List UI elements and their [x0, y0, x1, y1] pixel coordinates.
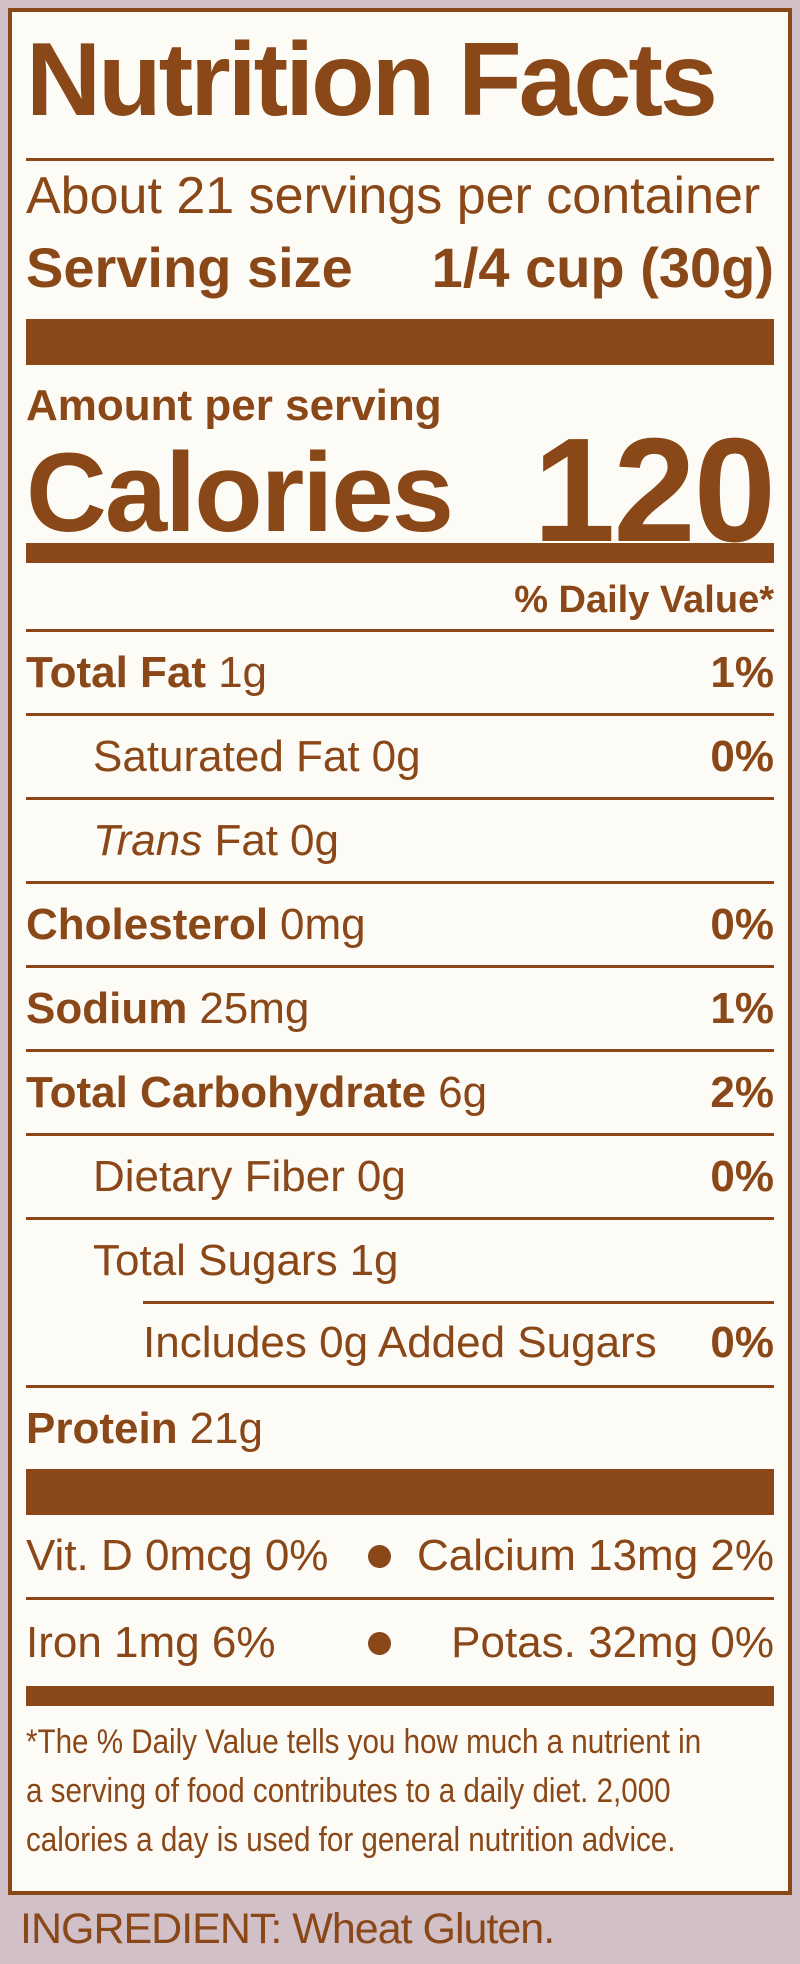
- nutrient-name: Trans Fat: [93, 815, 279, 865]
- calories-value: 120: [533, 408, 776, 573]
- nutrient-amount: 0g: [290, 815, 339, 865]
- divider: [26, 158, 774, 161]
- servings-per-container: About 21 servings per container: [26, 167, 761, 225]
- nutrient-table: Total Fat 1g 1% Saturated Fat 0g 0% Trans Fat 0…: [26, 629, 774, 1469]
- bullet-separator-icon: [368, 1544, 391, 1568]
- footnote-line: calories a day is used for general nutri…: [26, 1821, 676, 1859]
- nutrient-amount: 1g: [349, 1235, 399, 1285]
- nutrient-name: Includes 0g Added Sugars: [143, 1318, 657, 1367]
- footnote-line: a serving of food contributes to a daily…: [26, 1772, 671, 1810]
- micronutrient-left-value: Vit. D 0mcg 0%: [26, 1531, 329, 1580]
- micronutrient-row: Vit. D 0mcg 0% Calcium 13mg 2%: [26, 1515, 774, 1597]
- nutrient-amount: 1g: [218, 647, 268, 697]
- daily-value-header: % Daily Value*: [514, 579, 774, 621]
- nutrient-row-protein: Protein 21g: [26, 1385, 774, 1469]
- label-title: Nutrition Facts: [26, 22, 718, 138]
- nutrient-name: Total Sugars: [93, 1235, 338, 1285]
- nutrient-row-total-fat: Total Fat 1g 1%: [26, 629, 774, 713]
- nutrient-name: Saturated Fat: [93, 731, 360, 781]
- nutrient-amount: 0mg: [280, 899, 366, 949]
- nutrient-name: Dietary Fiber: [93, 1151, 345, 1201]
- nutrient-daily-value: 2%: [710, 1067, 774, 1117]
- section-separator-bar: [26, 1469, 774, 1515]
- nutrient-name: Sodium: [26, 983, 188, 1033]
- nutrient-daily-value: 1%: [710, 983, 774, 1033]
- nutrient-row-dietary-fiber: Dietary Fiber 0g 0%: [26, 1133, 774, 1217]
- calories-label: Calories: [26, 430, 454, 555]
- micronutrient-table: Vit. D 0mcg 0% Calcium 13mg 2% Iron 1mg 6%…: [26, 1515, 774, 1686]
- nutrient-daily-value: 1%: [710, 647, 774, 697]
- micronutrient-left-value: Iron 1mg 6%: [26, 1618, 276, 1667]
- nutrient-daily-value: 0%: [710, 1151, 774, 1201]
- section-separator-bar: [26, 543, 774, 563]
- calories-row: Calories 120: [26, 408, 776, 573]
- nutrient-row-total-carbohydrate: Total Carbohydrate 6g 2%: [26, 1049, 774, 1133]
- serving-size-row: Serving size 1/4 cup (30g): [26, 233, 774, 303]
- nutrient-daily-value: 0%: [710, 1318, 774, 1367]
- divider: [26, 1597, 774, 1600]
- bullet-separator-icon: [368, 1631, 391, 1655]
- section-separator-bar: [26, 1686, 774, 1706]
- nutrient-row-added-sugars: Includes 0g Added Sugars 0%: [26, 1301, 774, 1385]
- amount-per-serving-label: Amount per serving: [26, 381, 442, 430]
- nutrient-row-trans-fat: Trans Fat 0g: [26, 797, 774, 881]
- nutrient-amount: 0g: [371, 731, 421, 781]
- micronutrient-right-value: Calcium 13mg 2%: [416, 1531, 774, 1580]
- nutrient-name: Cholesterol: [26, 899, 269, 949]
- nutrient-amount: 25mg: [199, 983, 310, 1033]
- serving-size-value: 1/4 cup (30g): [431, 236, 774, 299]
- nutrient-row-sodium: Sodium 25mg 1%: [26, 965, 774, 1049]
- nutrient-name: Total Carbohydrate: [26, 1067, 427, 1117]
- nutrition-facts-panel: Nutrition Facts About 21 servings per co…: [8, 8, 792, 1895]
- nutrient-row-saturated-fat: Saturated Fat 0g 0%: [26, 713, 774, 797]
- nutrient-daily-value: 0%: [710, 731, 774, 781]
- ingredient-statement: INGREDIENT: Wheat Gluten.: [20, 1905, 555, 1953]
- footnote-line: *The % Daily Value tells you how much a …: [26, 1723, 702, 1761]
- nutrient-amount: 6g: [438, 1067, 488, 1117]
- nutrient-row-total-sugars: Total Sugars 1g: [26, 1217, 774, 1301]
- nutrient-amount: 0g: [356, 1151, 406, 1201]
- nutrient-daily-value: 0%: [710, 899, 774, 949]
- nutrient-row-cholesterol: Cholesterol 0mg 0%: [26, 881, 774, 965]
- nutrient-amount: 21g: [189, 1403, 263, 1453]
- nutrient-name: Total Fat: [26, 647, 207, 697]
- nutrient-name: Protein: [26, 1403, 178, 1453]
- serving-size-label: Serving size: [26, 236, 353, 299]
- micronutrient-right-value: Potas. 32mg 0%: [451, 1618, 774, 1667]
- micronutrient-row: Iron 1mg 6% Potas. 32mg 0%: [26, 1600, 774, 1686]
- section-separator-bar: [26, 319, 774, 365]
- daily-value-footnote: *The % Daily Value tells you how much a …: [26, 1718, 702, 1865]
